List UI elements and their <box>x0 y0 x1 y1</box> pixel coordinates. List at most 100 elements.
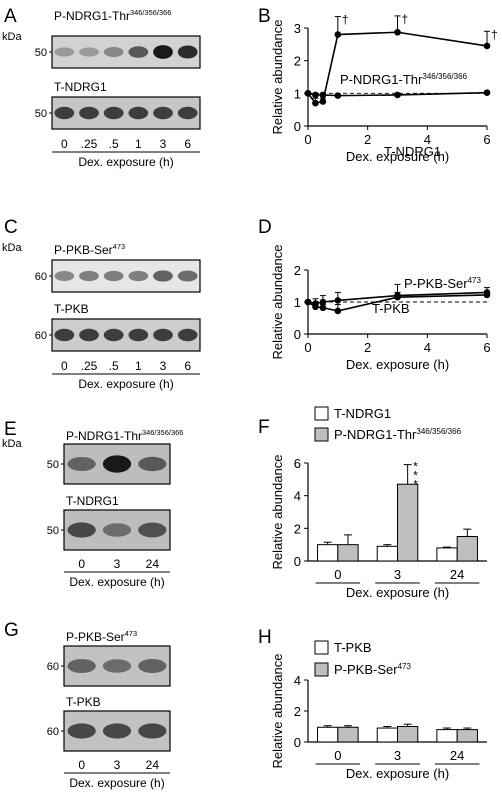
kda-label: kDa <box>2 242 22 254</box>
blot-band <box>67 659 96 673</box>
marker-label: 50 <box>47 459 59 471</box>
lane-label: 0 <box>61 359 68 373</box>
blot-band <box>177 328 198 342</box>
x-axis-label: Dex. exposure (h) <box>346 357 449 372</box>
legend-swatch <box>314 640 329 655</box>
x-tick-label: 24 <box>450 567 464 582</box>
legend-label: T-NDRG1 <box>334 406 391 421</box>
bar <box>317 544 339 562</box>
kda-label: kDa <box>2 438 22 450</box>
series-label: P-PKB-Ser473 <box>404 276 482 291</box>
bar <box>337 726 359 743</box>
data-point <box>304 298 312 306</box>
blot-label: T-NDRG1 <box>66 494 119 508</box>
blot-image <box>51 259 201 293</box>
lane-label: .5 <box>109 137 119 151</box>
blot-band <box>103 106 124 120</box>
blot-band <box>138 456 167 472</box>
x-tick-label: 0 <box>334 748 341 763</box>
lane-label: 1 <box>135 137 142 151</box>
data-point <box>483 42 491 50</box>
panel-letter: H <box>258 627 272 648</box>
y-tick-label: 2 <box>294 54 301 69</box>
lane-label: 3 <box>114 758 121 772</box>
significance-mark: † <box>491 27 498 41</box>
blot-band <box>79 106 99 120</box>
blot-label: T-PKB <box>66 695 101 709</box>
lane-label: 3 <box>160 359 167 373</box>
significance-mark: † <box>402 12 409 26</box>
data-point <box>319 304 327 312</box>
blot-band <box>54 47 75 57</box>
blot-band <box>54 328 75 342</box>
bar <box>456 536 478 562</box>
chart-d: D 0 1 2 0 2 4 6 Dex. exposure (h) Relative abunda… <box>258 217 491 372</box>
x-tick-label: 4 <box>424 132 431 147</box>
x-tick-label: 0 <box>304 340 311 355</box>
data-point <box>334 297 342 304</box>
blot-band <box>103 328 124 342</box>
legend-label: T-PKB <box>334 640 372 655</box>
blot-band <box>102 723 132 739</box>
kda-label: kDa <box>2 31 22 43</box>
data-point <box>319 91 327 99</box>
panel-letter: A <box>4 6 17 27</box>
lane-label: 3 <box>114 557 121 571</box>
blot-band <box>54 106 75 120</box>
x-tick-label: 0 <box>304 132 311 147</box>
bar <box>436 729 458 743</box>
x-axis-label: Dex. exposure (h) <box>78 155 173 169</box>
lane-label: .25 <box>81 137 98 151</box>
panel-letter: E <box>4 419 17 440</box>
marker-label: 60 <box>35 271 47 283</box>
blot-band <box>128 328 149 342</box>
y-tick-label: 0 <box>294 119 301 134</box>
blot-band <box>102 523 132 537</box>
blot-label: T-PKB <box>54 302 89 316</box>
significance-mark: † <box>342 13 349 27</box>
x-tick-label: 6 <box>483 132 490 147</box>
y-tick-label: 6 <box>294 456 301 471</box>
data-point <box>319 298 327 306</box>
blot-band <box>67 457 96 471</box>
x-tick-label: 2 <box>364 340 371 355</box>
blot-band <box>138 659 167 673</box>
data-point <box>483 291 491 299</box>
blot-band <box>67 522 96 538</box>
x-axis-label: Dex. exposure (h) <box>346 149 449 164</box>
y-axis-label: Relative abundance <box>270 20 285 135</box>
lane-label: 24 <box>146 557 160 571</box>
x-axis-label: Dex. exposure (h) <box>346 585 449 600</box>
lane-label: 6 <box>184 137 191 151</box>
bar <box>397 483 419 562</box>
x-tick-label: 4 <box>424 340 431 355</box>
legend-label: P-NDRG1-Thr346/356/366 <box>334 427 462 442</box>
x-tick-label: 6 <box>483 340 490 355</box>
blot-band <box>138 522 167 538</box>
panel-letter: F <box>258 417 270 438</box>
marker-label: 60 <box>35 330 47 342</box>
lane-label: 0 <box>78 758 85 772</box>
lane-label: 0 <box>61 137 68 151</box>
blot-band <box>103 47 124 57</box>
y-axis-label: Relative abundance <box>270 245 285 360</box>
series-label: T-PKB <box>372 301 410 316</box>
data-point <box>319 98 327 105</box>
blot-band <box>128 270 149 282</box>
y-axis-label: Relative abundance <box>270 654 285 769</box>
blot-band <box>153 328 173 342</box>
x-tick-label: 3 <box>394 748 401 763</box>
y-tick-label: 2 <box>294 263 301 278</box>
blot-label: P-NDRG1-Thr346/356/366 <box>66 428 183 443</box>
data-point <box>304 90 312 97</box>
blot-band <box>79 47 99 57</box>
legend-label: P-PKB-Ser473 <box>334 662 412 677</box>
blot-band <box>177 45 198 59</box>
blot-band <box>153 106 173 120</box>
blot-band <box>138 723 167 739</box>
blot-band <box>153 270 173 282</box>
legend-swatch <box>314 406 329 421</box>
